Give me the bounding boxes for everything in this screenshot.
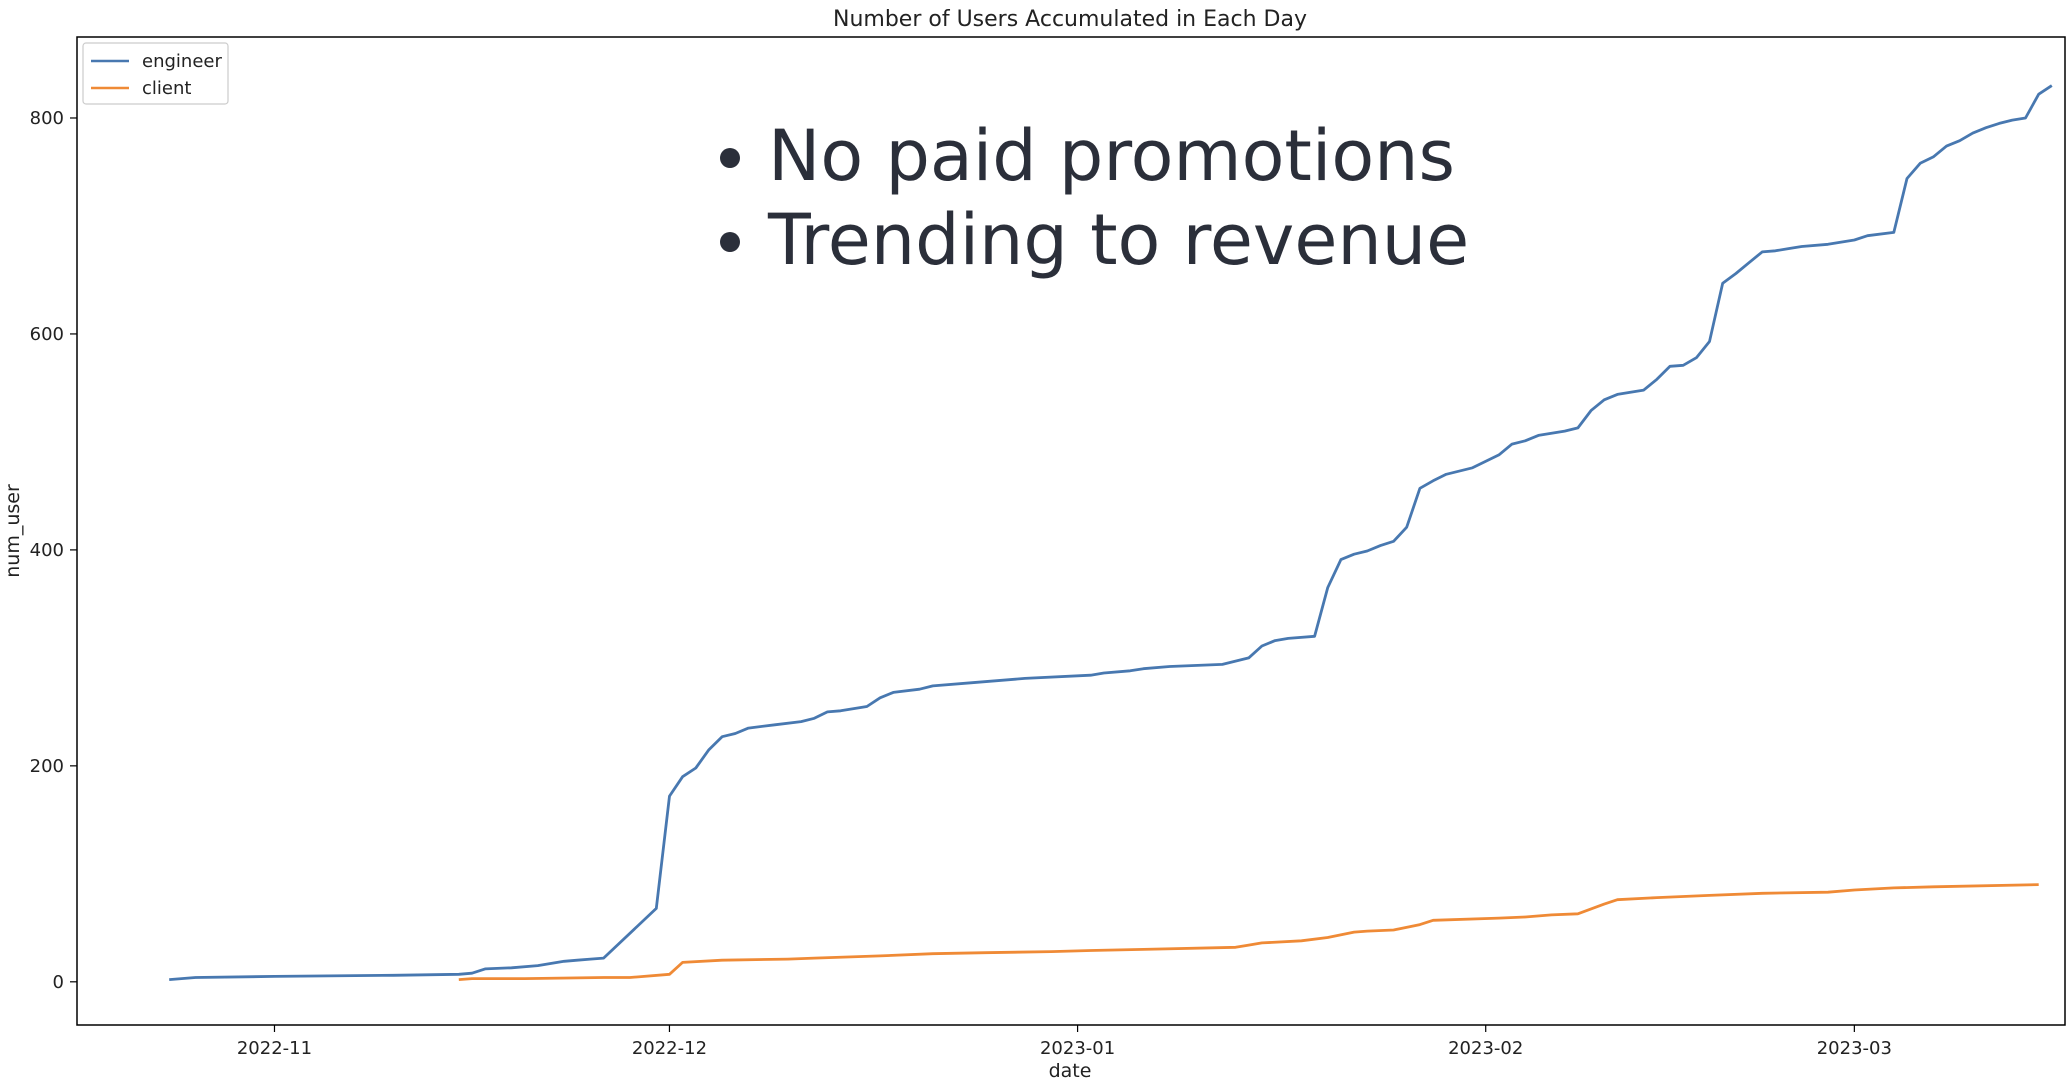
x-tick-label: 2023-01 [1040,1038,1115,1059]
y-tick-label: 0 [53,972,64,993]
plot-area-frame [76,36,2066,1026]
y-tick-label: 400 [30,540,64,561]
bullet-dot [720,148,740,168]
axis-ticks: 2022-11 2022-12 2023-01 2023-02 2023-03 0 200 4… [30,108,1892,1059]
annotation-line-1: No paid promotions [768,115,1455,197]
x-tick-label: 2022-11 [237,1038,312,1059]
chart-title: Number of Users Accumulated in Each Day [833,7,1307,32]
y-tick-label: 800 [30,108,64,129]
bullet-dot [720,232,740,252]
x-tick-label: 2022-12 [632,1038,707,1059]
legend-label-engineer: engineer [142,51,222,72]
annotation-bullets: No paid promotions Trending to revenue [720,115,1469,281]
legend: engineer client [82,42,229,105]
x-tick-label: 2023-03 [1817,1038,1892,1059]
series-line-client [458,883,2039,981]
legend-label-client: client [142,78,191,99]
annotation-line-2: Trending to revenue [767,199,1469,281]
y-axis-title: num_user [2,484,24,578]
x-axis-title: date [1049,1060,1092,1082]
series-lines [169,84,2053,981]
series-line-engineer [169,84,2053,981]
x-tick-label: 2023-02 [1448,1038,1523,1059]
y-tick-label: 200 [30,756,64,777]
y-tick-label: 600 [30,324,64,345]
